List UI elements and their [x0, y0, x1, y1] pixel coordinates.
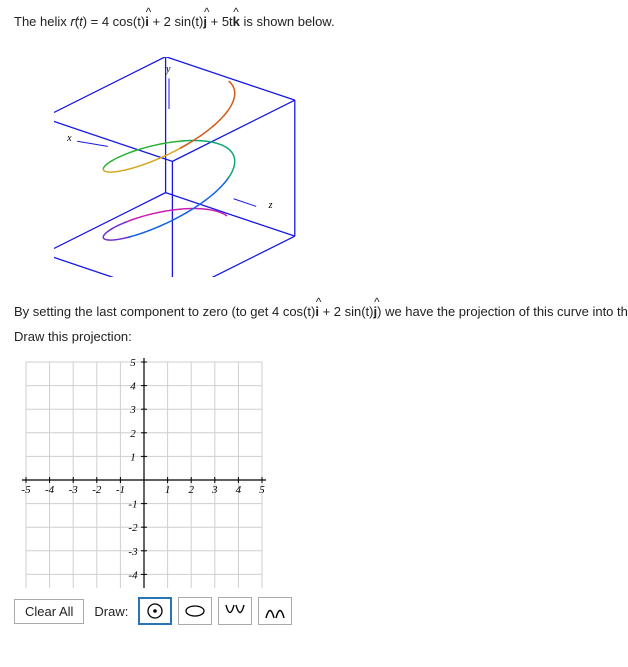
- svg-text:x: x: [66, 133, 72, 144]
- eq-part2: + 2 sin(t): [152, 14, 203, 29]
- svg-text:-4: -4: [128, 569, 138, 581]
- svg-text:2: 2: [188, 484, 194, 496]
- svg-text:-4: -4: [45, 484, 55, 496]
- svg-text:y: y: [165, 64, 171, 75]
- intro-text: The helix →r (t) = 4 cos(t)i + 2 sin(t)j…: [14, 14, 614, 29]
- svg-text:-2: -2: [128, 522, 138, 534]
- eq-part3: + 5t: [211, 14, 233, 29]
- intro-suffix: is shown below.: [244, 14, 335, 29]
- svg-text:z: z: [268, 200, 273, 211]
- tool-circle-point[interactable]: [138, 597, 172, 625]
- helix-3d-figure: x y z: [54, 57, 614, 280]
- xy-grid[interactable]: -5-4-3-2-112345-5-4-3-2-112345: [14, 350, 614, 591]
- eq-part1: = 4 cos(t): [91, 14, 146, 29]
- clear-all-button[interactable]: Clear All: [14, 599, 84, 624]
- svg-text:4: 4: [130, 381, 136, 393]
- svg-text:-2: -2: [92, 484, 102, 496]
- svg-text:-5: -5: [21, 484, 31, 496]
- tool-parabola-up[interactable]: [218, 597, 252, 625]
- svg-text:4: 4: [236, 484, 242, 496]
- svg-text:3: 3: [129, 404, 136, 416]
- tool-ellipse[interactable]: [178, 597, 212, 625]
- helix-svg: x y z: [54, 57, 314, 277]
- svg-text:1: 1: [130, 451, 136, 463]
- svg-text:-1: -1: [116, 484, 125, 496]
- svg-text:1: 1: [165, 484, 171, 496]
- draw-toolbar: Clear All Draw:: [14, 597, 614, 625]
- intro-prefix: The helix: [14, 14, 70, 29]
- tool-parabola-down[interactable]: [258, 597, 292, 625]
- grid-svg[interactable]: -5-4-3-2-112345-5-4-3-2-112345: [14, 350, 294, 588]
- svg-text:5: 5: [130, 357, 136, 369]
- draw-prompt: Draw this projection:: [14, 329, 614, 344]
- svg-text:3: 3: [211, 484, 218, 496]
- svg-text:-1: -1: [128, 499, 137, 511]
- svg-text:-3: -3: [69, 484, 79, 496]
- draw-label: Draw:: [90, 602, 132, 621]
- svg-text:2: 2: [130, 428, 136, 440]
- svg-text:-3: -3: [128, 546, 138, 558]
- projection-text: By setting the last component to zero (t…: [14, 304, 614, 319]
- svg-text:5: 5: [259, 484, 265, 496]
- vector-r: →r: [70, 14, 74, 29]
